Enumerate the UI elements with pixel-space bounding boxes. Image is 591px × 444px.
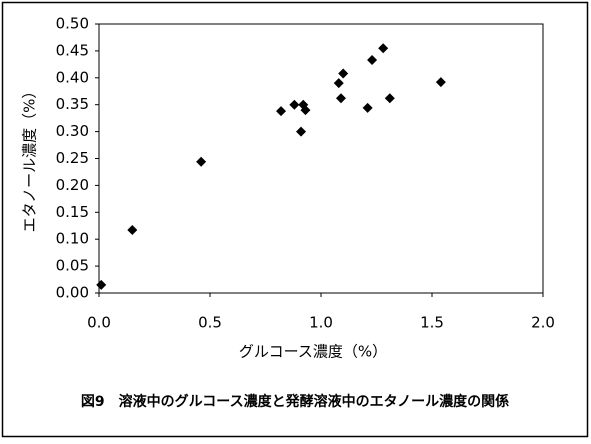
y-tick-label: 0.05 <box>56 257 89 275</box>
y-tick-label: 0.10 <box>56 230 89 248</box>
point <box>378 43 389 54</box>
x-tick-label: 1.5 <box>420 314 444 332</box>
y-tick-label: 0.45 <box>56 41 89 59</box>
x-tick-label: 0.0 <box>87 314 111 332</box>
point <box>335 93 346 104</box>
point <box>296 126 307 137</box>
point <box>333 78 344 89</box>
point <box>289 99 300 110</box>
point <box>196 156 207 167</box>
point <box>338 68 349 79</box>
y-tick-label: 0.40 <box>56 68 89 86</box>
y-tick-label: 0.30 <box>56 122 89 140</box>
frame <box>1 1 589 438</box>
point <box>96 279 107 290</box>
x-tick-label: 0.5 <box>198 314 222 332</box>
x-tick-label: 1.0 <box>309 314 333 332</box>
point <box>300 105 311 116</box>
y-tick-label: 0.25 <box>56 149 89 167</box>
y-tick-label: 0.00 <box>56 284 89 302</box>
point <box>367 55 378 66</box>
y-tick-label: 0.15 <box>56 203 89 221</box>
x-tick-label: 2.0 <box>531 314 555 332</box>
y-tick-label: 0.20 <box>56 176 89 194</box>
y-tick-label: 0.50 <box>56 15 89 33</box>
point <box>276 106 287 117</box>
x-axis-label: グルコース濃度（%） <box>239 343 387 361</box>
point <box>362 102 373 113</box>
point <box>127 225 138 236</box>
point <box>384 93 395 104</box>
point <box>435 77 446 88</box>
y-axis-label: エタノール濃度（%） <box>21 84 39 233</box>
y-tick-label: 0.35 <box>56 95 89 113</box>
caption: 図9 溶液中のグルコース濃度と発酵溶液中のエタノール濃度の関係 <box>81 393 509 410</box>
